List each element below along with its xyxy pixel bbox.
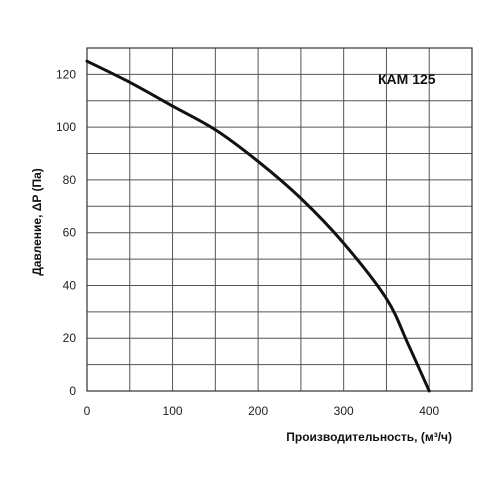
- y-tick-label: 100: [56, 120, 76, 134]
- x-tick-label: 200: [248, 404, 268, 418]
- plot-frame: [86, 47, 473, 392]
- y-tick-label: 60: [63, 226, 77, 240]
- x-tick-label: 400: [419, 404, 439, 418]
- y-axis-label: Давление, ΔP (Па): [30, 168, 44, 276]
- series-layer: [85, 59, 431, 393]
- y-tick-label: 120: [56, 67, 76, 81]
- x-axis-label: Производительность, (м³/ч): [286, 430, 452, 444]
- y-tick-label: 80: [63, 173, 77, 187]
- y-tick-label: 0: [69, 384, 76, 398]
- x-tick-label: 300: [334, 404, 354, 418]
- x-tick-label: 100: [163, 404, 183, 418]
- tick-labels: 0 100 200 300 400 0 20 40 60 80 100 120: [56, 67, 440, 418]
- x-tick-label: 0: [84, 404, 91, 418]
- grid: [86, 47, 473, 392]
- y-tick-label: 20: [63, 331, 77, 345]
- y-tick-label: 40: [63, 278, 77, 292]
- series-label: КАМ 125: [378, 71, 436, 87]
- series-line-kam-125: [85, 59, 431, 393]
